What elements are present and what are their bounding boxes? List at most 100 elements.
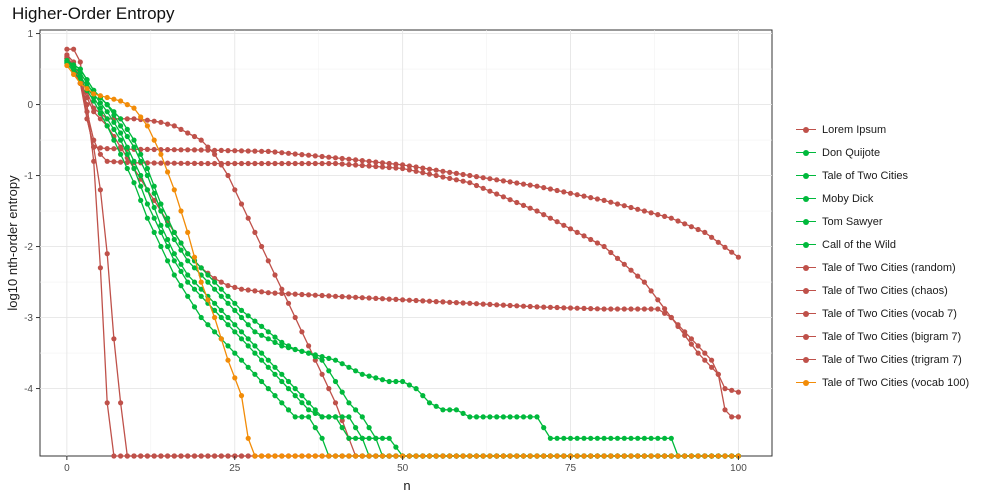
data-point	[662, 435, 668, 441]
data-point	[494, 414, 500, 420]
data-point	[91, 158, 97, 164]
data-point	[265, 329, 271, 335]
data-point	[520, 181, 527, 187]
data-point	[413, 386, 419, 392]
data-point	[285, 300, 292, 306]
data-point	[641, 279, 648, 285]
data-point	[655, 297, 661, 303]
data-point	[285, 378, 292, 385]
data-point	[682, 453, 688, 459]
data-point	[527, 414, 533, 420]
data-point	[353, 435, 359, 441]
y-tick-label: -1	[24, 171, 33, 182]
data-point	[165, 121, 171, 127]
data-point	[292, 314, 298, 321]
data-point	[77, 59, 83, 65]
data-point	[218, 453, 224, 459]
data-point	[628, 435, 634, 441]
data-point	[191, 453, 198, 459]
data-point	[507, 302, 513, 309]
data-point	[386, 378, 392, 385]
data-point	[561, 222, 567, 228]
data-point	[265, 336, 271, 342]
data-point	[165, 160, 171, 166]
data-point	[541, 304, 547, 310]
legend-label: Tom Sawyer	[822, 215, 883, 228]
data-point	[514, 180, 520, 186]
legend-label: Moby Dick	[822, 192, 874, 205]
data-point	[460, 171, 466, 178]
data-point	[722, 244, 728, 250]
data-point	[682, 221, 688, 227]
data-point	[514, 303, 520, 309]
data-point	[735, 414, 742, 420]
data-point	[279, 160, 285, 167]
data-point	[212, 151, 218, 157]
data-point	[487, 301, 493, 307]
data-point	[567, 226, 574, 232]
data-point	[339, 155, 345, 162]
data-point	[473, 301, 480, 307]
data-point	[158, 208, 164, 214]
data-point	[232, 307, 238, 313]
data-point	[373, 453, 379, 459]
data-point	[332, 414, 339, 420]
y-tick-label: 1	[27, 29, 33, 40]
data-point	[111, 453, 117, 459]
data-point	[339, 389, 345, 395]
data-point	[319, 153, 325, 160]
data-point	[279, 343, 285, 349]
legend-key	[796, 194, 816, 204]
data-point	[527, 205, 533, 211]
data-point	[581, 305, 587, 311]
legend-item: Call of the Wild	[796, 233, 996, 256]
data-point	[191, 304, 198, 310]
y-tick-label: -2	[24, 242, 33, 253]
data-point	[212, 279, 218, 285]
data-point	[118, 116, 124, 122]
data-point	[574, 435, 580, 441]
data-point	[185, 279, 191, 285]
data-point	[353, 407, 359, 413]
data-point	[252, 329, 258, 335]
data-point	[467, 172, 473, 179]
legend-item: Tale of Two Cities	[796, 164, 996, 187]
data-point	[151, 204, 157, 211]
data-point	[312, 354, 318, 360]
data-point	[346, 364, 352, 370]
data-point	[238, 357, 245, 363]
data-point	[144, 215, 150, 221]
data-point	[198, 286, 204, 292]
data-point	[118, 159, 124, 165]
data-point	[588, 306, 594, 312]
data-point	[171, 251, 177, 257]
data-point	[332, 155, 339, 161]
data-point	[346, 400, 352, 406]
data-point	[386, 164, 392, 171]
data-point	[373, 295, 379, 301]
data-point	[124, 151, 130, 157]
data-point	[346, 435, 352, 441]
data-point	[225, 160, 231, 167]
data-point	[279, 150, 285, 156]
data-point	[319, 292, 325, 299]
data-point	[299, 393, 305, 399]
data-point	[97, 93, 103, 99]
data-point	[366, 295, 372, 301]
data-point	[292, 453, 298, 459]
data-point	[151, 453, 157, 459]
data-point	[413, 164, 419, 170]
x-axis-title: n	[403, 478, 410, 493]
data-point	[601, 243, 607, 250]
data-point	[339, 294, 345, 300]
data-point	[319, 414, 325, 420]
data-point	[567, 305, 574, 311]
data-point	[467, 453, 473, 459]
data-point	[420, 393, 426, 399]
data-point	[171, 453, 177, 459]
data-point	[581, 453, 587, 459]
data-point	[480, 301, 486, 307]
data-point	[124, 165, 130, 172]
data-point	[165, 243, 171, 250]
plot-background	[39, 29, 773, 457]
